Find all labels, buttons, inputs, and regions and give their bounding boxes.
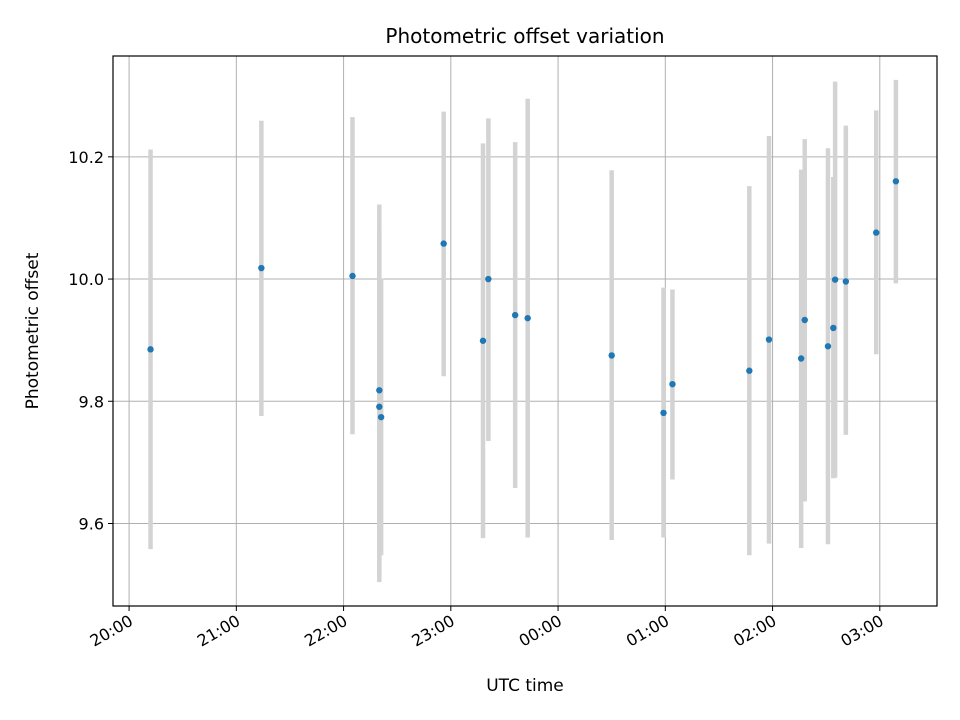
data-points	[147, 178, 900, 421]
plot-frame	[112, 55, 938, 607]
data-point	[660, 409, 667, 417]
y-tick-label: 9.6	[79, 515, 104, 534]
y-tick-label: 10.2	[68, 148, 104, 167]
data-point	[485, 275, 492, 283]
data-point	[892, 178, 900, 185]
chart-title: Photometric offset variation	[385, 24, 664, 48]
data-point	[258, 264, 265, 272]
data-point	[376, 403, 383, 410]
y-tick-label: 9.8	[79, 392, 104, 411]
data-point	[377, 413, 385, 421]
y-axis-label: Photometric offset	[23, 252, 43, 409]
data-point	[824, 343, 832, 350]
y-axis-ticks: 9.6 9.8 10.0 10.2	[68, 148, 113, 534]
data-point	[511, 311, 519, 319]
data-point	[801, 316, 808, 324]
data-point	[147, 346, 154, 353]
data-point	[797, 355, 805, 362]
data-point	[376, 387, 383, 394]
x-axis-label: UTC time	[486, 676, 564, 696]
data-point	[349, 272, 356, 280]
y-tick-label: 10.0	[68, 270, 104, 289]
data-point	[765, 336, 773, 343]
data-point	[746, 367, 753, 374]
data-point	[669, 380, 676, 388]
data-point	[873, 229, 880, 236]
data-point	[479, 337, 487, 344]
data-point	[830, 324, 837, 332]
data-point	[831, 276, 839, 283]
data-point	[524, 314, 531, 322]
data-point	[440, 240, 447, 247]
data-point	[842, 278, 850, 285]
data-point	[608, 352, 615, 359]
